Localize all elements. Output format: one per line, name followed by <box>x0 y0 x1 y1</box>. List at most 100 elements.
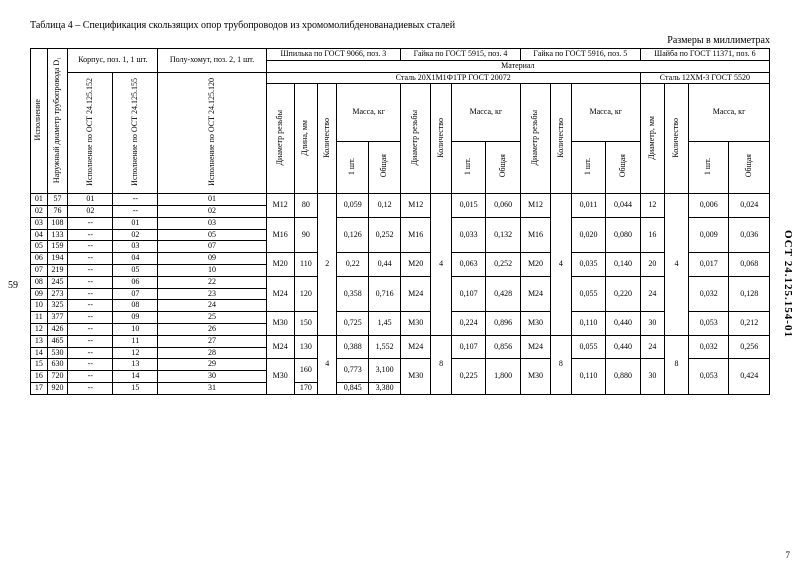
c: 01 <box>68 194 113 206</box>
c: 14 <box>113 371 158 383</box>
c: 120 <box>294 276 318 311</box>
c: 14 <box>31 347 48 359</box>
c: 0,424 <box>729 359 770 394</box>
c: 0,036 <box>729 217 770 252</box>
c: -- <box>68 382 113 394</box>
c: 8 <box>551 335 572 394</box>
c: 07 <box>158 241 266 253</box>
c: 219 <box>47 265 68 277</box>
c: -- <box>68 300 113 312</box>
h-shpilka: Шпилька по ГОСТ 9066, поз. 3 <box>266 49 400 61</box>
c: М16 <box>520 217 550 252</box>
h-mtd: Общая <box>745 150 754 181</box>
h-isp120: Исполнение по ОСТ 24.125.120 <box>208 74 217 190</box>
c: 0,140 <box>606 253 641 277</box>
c: 0,132 <box>486 217 521 252</box>
c: 133 <box>47 229 68 241</box>
h-mtb: Общая <box>499 150 508 181</box>
h-m1a: 1 шт. <box>348 154 357 179</box>
c: 0,22 <box>337 253 369 277</box>
c: 0,220 <box>606 276 641 311</box>
c: 0,225 <box>451 359 485 394</box>
c: М12 <box>520 194 550 218</box>
h-mass4: Масса, кг <box>689 84 770 141</box>
c: М30 <box>401 359 431 394</box>
h-korpus: Корпус, поз. 1, 1 шт. <box>68 49 158 73</box>
c: 0,060 <box>486 194 521 218</box>
c: -- <box>68 217 113 229</box>
c: 0,032 <box>689 335 729 359</box>
c: 06 <box>31 253 48 265</box>
c: 0,252 <box>486 253 521 277</box>
c: 0,128 <box>729 276 770 311</box>
h-steel1: Сталь 20Х1М1Ф1ТР ГОСТ 20072 <box>266 72 640 84</box>
h-drez1: Диаметр резьбы <box>276 106 285 169</box>
h-mass3: Масса, кг <box>571 84 640 141</box>
h-drez3: Диаметр резьбы <box>531 106 540 169</box>
c: 08 <box>31 276 48 288</box>
c: М24 <box>401 276 431 311</box>
c: -- <box>113 194 158 206</box>
c: 02 <box>68 206 113 218</box>
c: 22 <box>158 276 266 288</box>
c: 0,011 <box>571 194 605 218</box>
c: -- <box>68 288 113 300</box>
c: 12 <box>31 323 48 335</box>
c: 29 <box>158 359 266 371</box>
c: 23 <box>158 288 266 300</box>
c: 13 <box>31 335 48 347</box>
c: 920 <box>47 382 68 394</box>
c: 0,017 <box>689 253 729 277</box>
c: 57 <box>47 194 68 206</box>
c: 0,053 <box>689 312 729 336</box>
c: 0,055 <box>571 276 605 311</box>
c: 0,044 <box>606 194 641 218</box>
c: 03 <box>158 217 266 229</box>
h-m1c: 1 шт. <box>584 154 593 179</box>
c: 02 <box>31 206 48 218</box>
c: 0,440 <box>606 312 641 336</box>
c: 12 <box>640 194 664 218</box>
c: 31 <box>158 382 266 394</box>
c: -- <box>68 312 113 324</box>
c: -- <box>68 323 113 335</box>
c: 4 <box>318 335 337 394</box>
c: 720 <box>47 371 68 383</box>
c: 0,880 <box>606 359 641 394</box>
c: 07 <box>113 288 158 300</box>
c: 0,053 <box>689 359 729 394</box>
standard-code: ОСТ 24.125.154-01 <box>782 230 794 338</box>
c: 0,009 <box>689 217 729 252</box>
c: 4 <box>664 194 688 336</box>
c: 0,032 <box>689 276 729 311</box>
h-len: Длина, мм <box>301 116 310 160</box>
c: 3,100 <box>369 359 401 383</box>
c: М24 <box>520 335 550 359</box>
c: 0,080 <box>606 217 641 252</box>
c: 05 <box>31 241 48 253</box>
h-steel2: Сталь 12ХМ-3 ГОСТ 5520 <box>640 72 769 84</box>
c: 24 <box>158 300 266 312</box>
c: 05 <box>158 229 266 241</box>
c: 0,020 <box>571 217 605 252</box>
c: 11 <box>31 312 48 324</box>
c: 30 <box>640 359 664 394</box>
c: 377 <box>47 312 68 324</box>
c: 0,110 <box>571 312 605 336</box>
c: М16 <box>401 217 431 252</box>
c: 0,063 <box>451 253 485 277</box>
c: 0,716 <box>369 276 401 311</box>
c: 0,110 <box>571 359 605 394</box>
c: М24 <box>520 276 550 311</box>
c: 110 <box>294 253 318 277</box>
c: М30 <box>266 312 294 336</box>
c: -- <box>68 359 113 371</box>
c: 09 <box>31 288 48 300</box>
page-number-bottom: 7 <box>786 550 791 560</box>
c: 0,773 <box>337 359 369 383</box>
c: М24 <box>266 276 294 311</box>
c: 325 <box>47 300 68 312</box>
c: 15 <box>31 359 48 371</box>
c: М12 <box>401 194 431 218</box>
c: М30 <box>520 359 550 394</box>
